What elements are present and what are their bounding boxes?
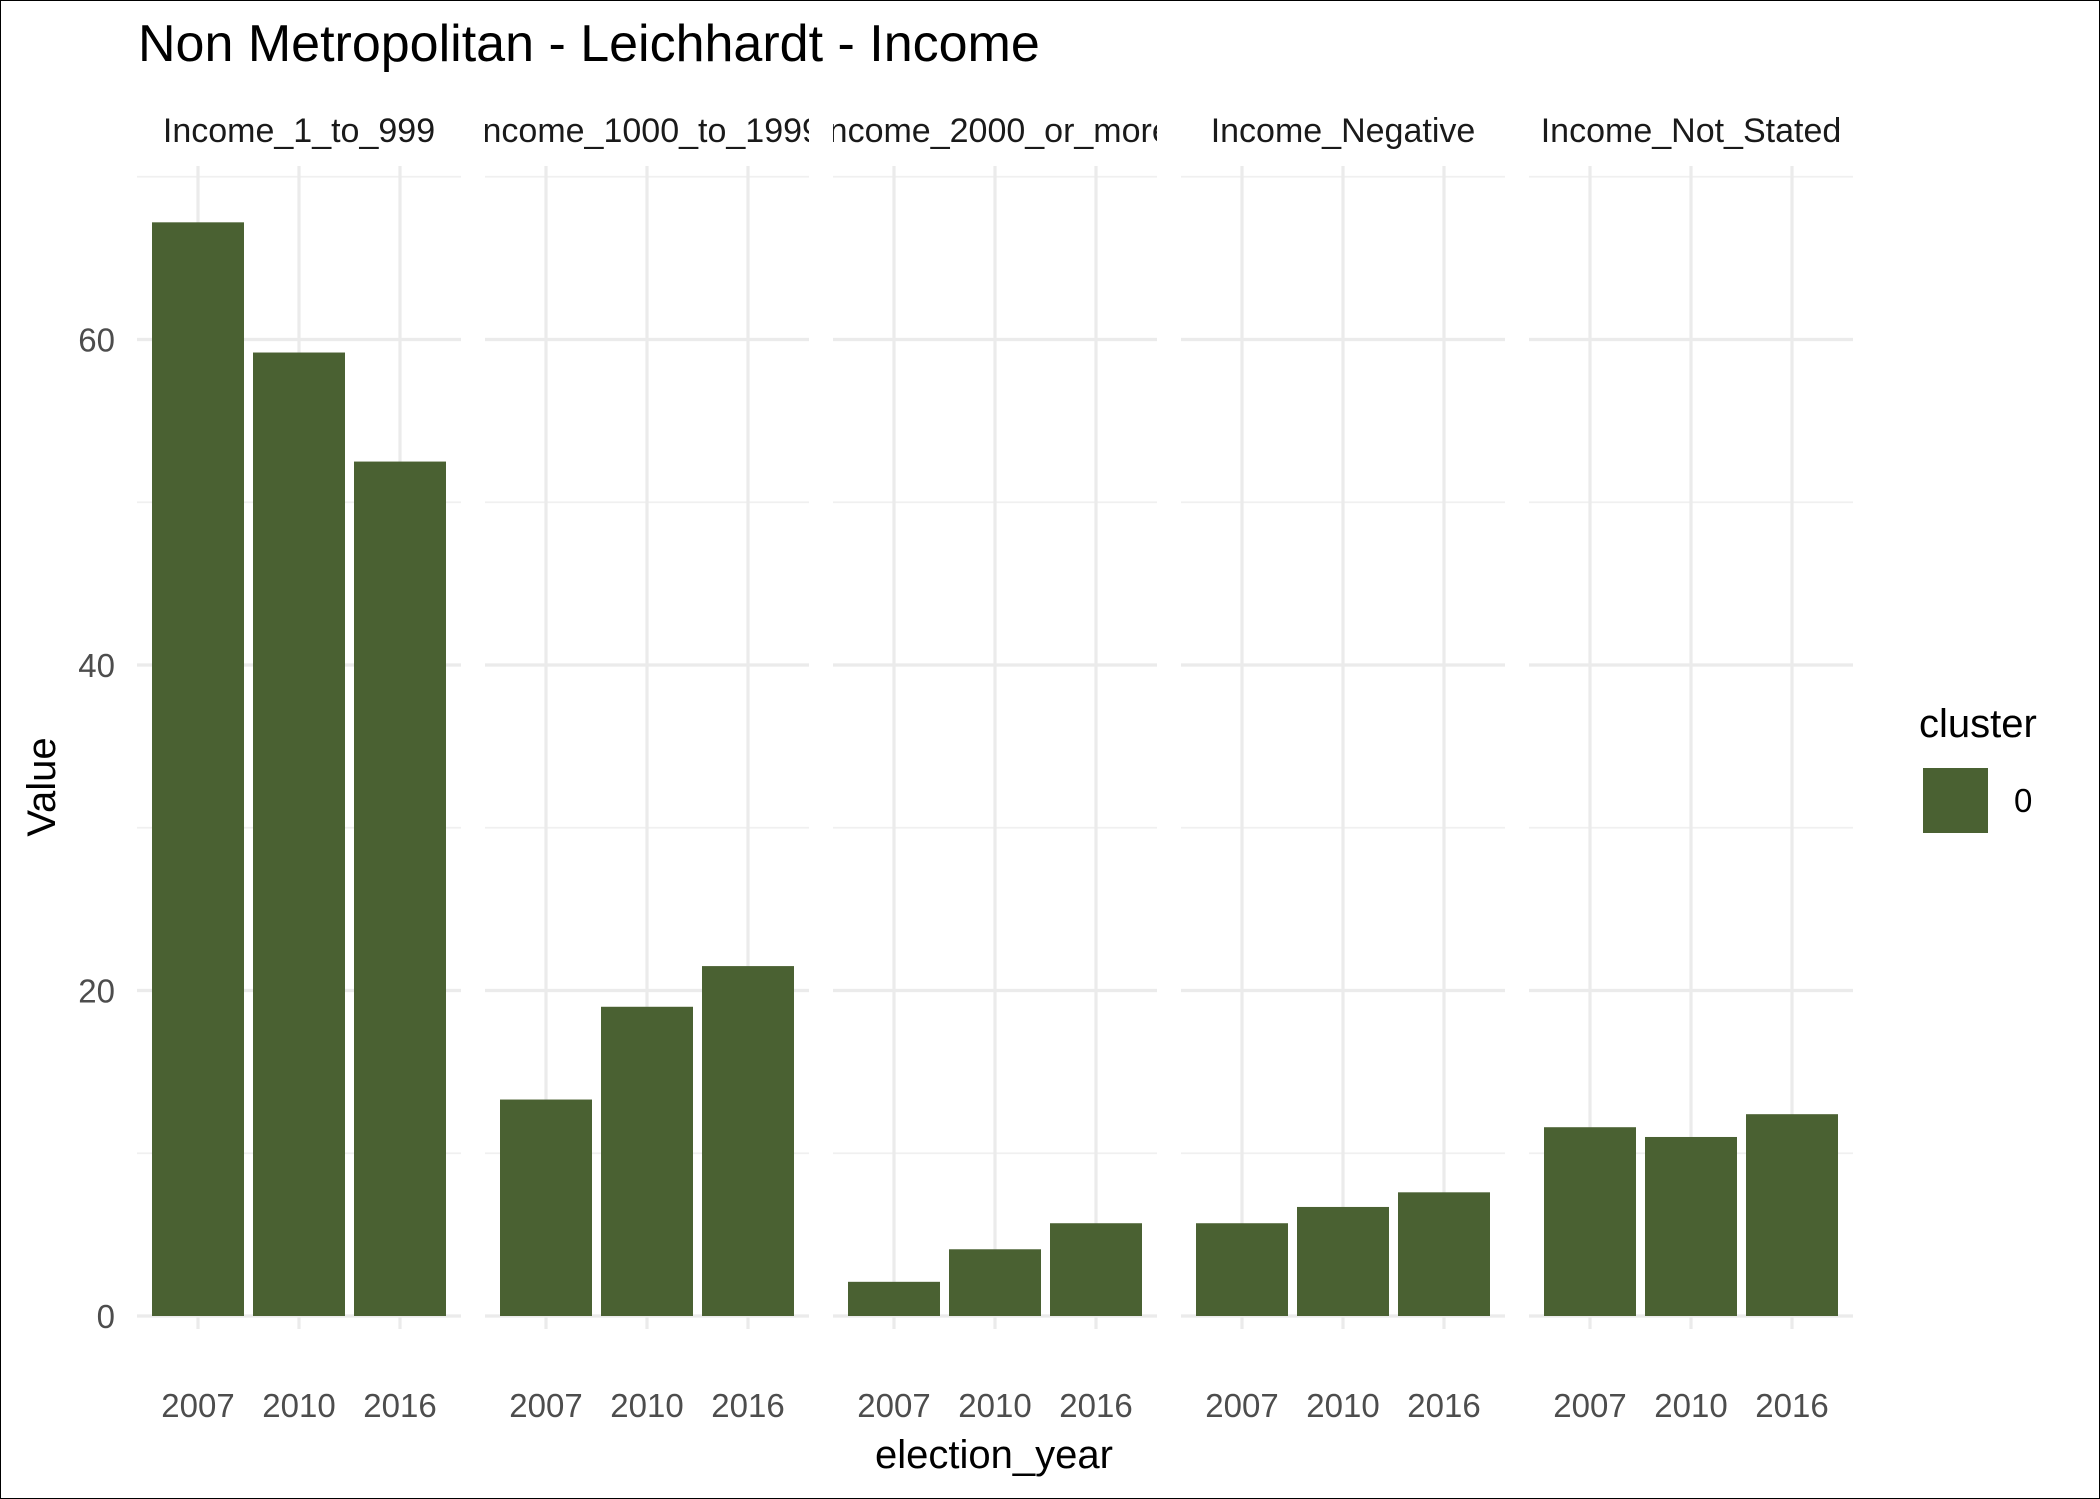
x-tick-label: 2007: [1553, 1387, 1626, 1424]
y-axis-title: Value: [20, 737, 64, 836]
facet-panel-1: 2007 2010 2016 Income_1000_to_1999: [473, 112, 821, 1424]
facet-strip-label: Income_2000_or_more: [819, 112, 1171, 150]
bar-Income_Not_Stated-2016: [1746, 1114, 1838, 1316]
y-tick-label: 20: [78, 973, 115, 1010]
facet-strip-label: Income_1000_to_1999: [473, 112, 821, 150]
bar-Income_1_to_999-2010: [253, 352, 345, 1316]
facet-panel-2: 2007 2010 2016 Income_2000_or_more: [819, 112, 1171, 1424]
bar-Income_2000_or_more-2016: [1050, 1223, 1142, 1316]
bar-Income_Negative-2007: [1196, 1223, 1288, 1316]
x-tick-label: 2007: [1205, 1387, 1278, 1424]
legend: cluster 0: [1919, 702, 2037, 833]
bar-Income_Not_Stated-2007: [1544, 1127, 1636, 1316]
bar-Income_1000_to_1999-2016: [702, 966, 794, 1316]
x-tick-label: 2016: [1059, 1387, 1132, 1424]
facet-strip-label: Income_Not_Stated: [1541, 112, 1842, 150]
bar-Income_Negative-2010: [1297, 1206, 1389, 1316]
x-tick-label: 2016: [363, 1387, 436, 1424]
bar-Income_2000_or_more-2010: [949, 1249, 1041, 1316]
bar-Income_2000_or_more-2007: [848, 1281, 940, 1316]
legend-label: 0: [2014, 782, 2032, 819]
facet-panel-3: 2007 2010 2016 Income_Negative: [1181, 112, 1505, 1424]
x-tick-label: 2010: [1306, 1387, 1379, 1424]
y-tick-label: 60: [78, 322, 115, 359]
bar-Income_Not_Stated-2010: [1645, 1136, 1737, 1316]
facet-panel-4: 2007 2010 2016 Income_Not_Stated: [1529, 112, 1853, 1424]
bar-Income_1_to_999-2007: [152, 222, 244, 1316]
x-tick-label: 2016: [711, 1387, 784, 1424]
x-tick-label: 2010: [1654, 1387, 1727, 1424]
x-tick-label: 2007: [509, 1387, 582, 1424]
x-tick-label: 2010: [262, 1387, 335, 1424]
x-tick-label: 2007: [161, 1387, 234, 1424]
bar-Income_1000_to_1999-2010: [601, 1006, 693, 1316]
x-axis-title: election_year: [875, 1433, 1113, 1477]
facet-strip-label: Income_Negative: [1211, 112, 1476, 150]
facet-strip-label: Income_1_to_999: [163, 112, 435, 150]
x-tick-label: 2010: [610, 1387, 683, 1424]
bar-Income_1_to_999-2016: [354, 461, 446, 1316]
y-axis: 0 20 40 60: [78, 322, 115, 1336]
facet-panel-0: 2007 2010 2016 Income_1_to_999: [137, 112, 461, 1424]
bar-Income_1000_to_1999-2007: [500, 1099, 592, 1316]
y-tick-label: 40: [78, 647, 115, 684]
facet-panels: 2007 2010 2016 Income_1_to_999 2007 2010 2016 I…: [137, 112, 1853, 1424]
bar-Income_Negative-2016: [1398, 1192, 1490, 1316]
x-tick-label: 2007: [857, 1387, 930, 1424]
x-tick-label: 2016: [1407, 1387, 1480, 1424]
x-tick-label: 2010: [958, 1387, 1031, 1424]
y-tick-label: 0: [97, 1298, 115, 1335]
legend-title: cluster: [1919, 702, 2037, 746]
x-tick-label: 2016: [1755, 1387, 1828, 1424]
chart-title: Non Metropolitan - Leichhardt - Income: [138, 15, 1040, 73]
legend-key-swatch: [1923, 768, 1988, 833]
